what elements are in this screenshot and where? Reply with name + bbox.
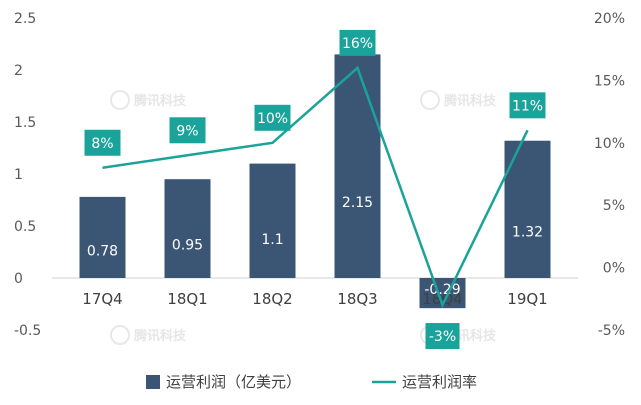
bar-value-label: 1.1: [261, 232, 283, 248]
bar-value-label: 1.32: [512, 224, 543, 240]
margin-data-label-box: [339, 29, 376, 56]
bar-value-label: 0.78: [87, 243, 118, 259]
left-axis-tick-label: 1: [14, 167, 23, 183]
category-tick-label: 18Q4: [422, 290, 462, 308]
legend-label-bar: 运营利润（亿美元）: [166, 373, 301, 391]
legend-label-line: 运营利润率: [402, 373, 477, 391]
margin-data-label-box: [509, 92, 546, 119]
bar: [79, 196, 126, 278]
right-axis-tick-label: 0%: [603, 261, 625, 277]
left-axis-tick-label: 0.5: [14, 219, 36, 235]
right-axis-tick-label: 20%: [594, 11, 625, 27]
left-axis-tick-label: -0.5: [14, 323, 41, 339]
margin-data-label-box: [254, 104, 291, 131]
category-tick-label: 19Q1: [507, 290, 547, 308]
margin-data-label: 16%: [342, 36, 373, 52]
category-tick-label: 17Q4: [82, 290, 122, 308]
category-tick-label: 18Q1: [167, 290, 207, 308]
margin-data-label: 11%: [512, 98, 543, 114]
bar-value-label: -0.29: [424, 282, 460, 298]
right-axis-tick-label: 15%: [594, 73, 625, 89]
watermark-logo-icon: [110, 325, 130, 345]
watermark-text: 腾讯科技: [443, 93, 497, 109]
right-axis-tick-label: -5%: [598, 323, 625, 339]
bar: [164, 179, 211, 278]
left-axis-tick-label: 0: [14, 271, 23, 287]
left-axis-tick-label: 2: [14, 63, 23, 79]
category-tick-label: 18Q3: [337, 290, 377, 308]
margin-data-label: 9%: [176, 123, 198, 139]
margin-data-label-box: [425, 323, 460, 350]
watermark-text: 腾讯科技: [133, 328, 187, 344]
right-axis-tick-label: 10%: [594, 136, 625, 152]
bar-value-label: 0.95: [172, 237, 203, 253]
legend-swatch-bar: [146, 375, 160, 389]
margin-data-label: 8%: [91, 136, 113, 152]
category-tick-label: 18Q2: [252, 290, 292, 308]
left-axis-tick-label: 1.5: [14, 115, 36, 131]
bar-value-label: 2.15: [342, 195, 373, 211]
margin-data-label-box: [84, 129, 121, 156]
bar: [249, 163, 296, 278]
bar: [334, 54, 381, 279]
watermark-logo-icon: [420, 90, 440, 110]
watermark-logo-icon: [110, 90, 130, 110]
margin-data-label-box: [169, 117, 206, 144]
watermark-text: 腾讯科技: [133, 93, 187, 109]
margin-data-label: 10%: [257, 111, 288, 127]
right-axis-tick-label: 5%: [603, 198, 625, 214]
left-axis-tick-label: 2.5: [14, 11, 36, 27]
margin-series-line: [102, 65, 529, 309]
margin-data-label: -3%: [429, 329, 456, 345]
